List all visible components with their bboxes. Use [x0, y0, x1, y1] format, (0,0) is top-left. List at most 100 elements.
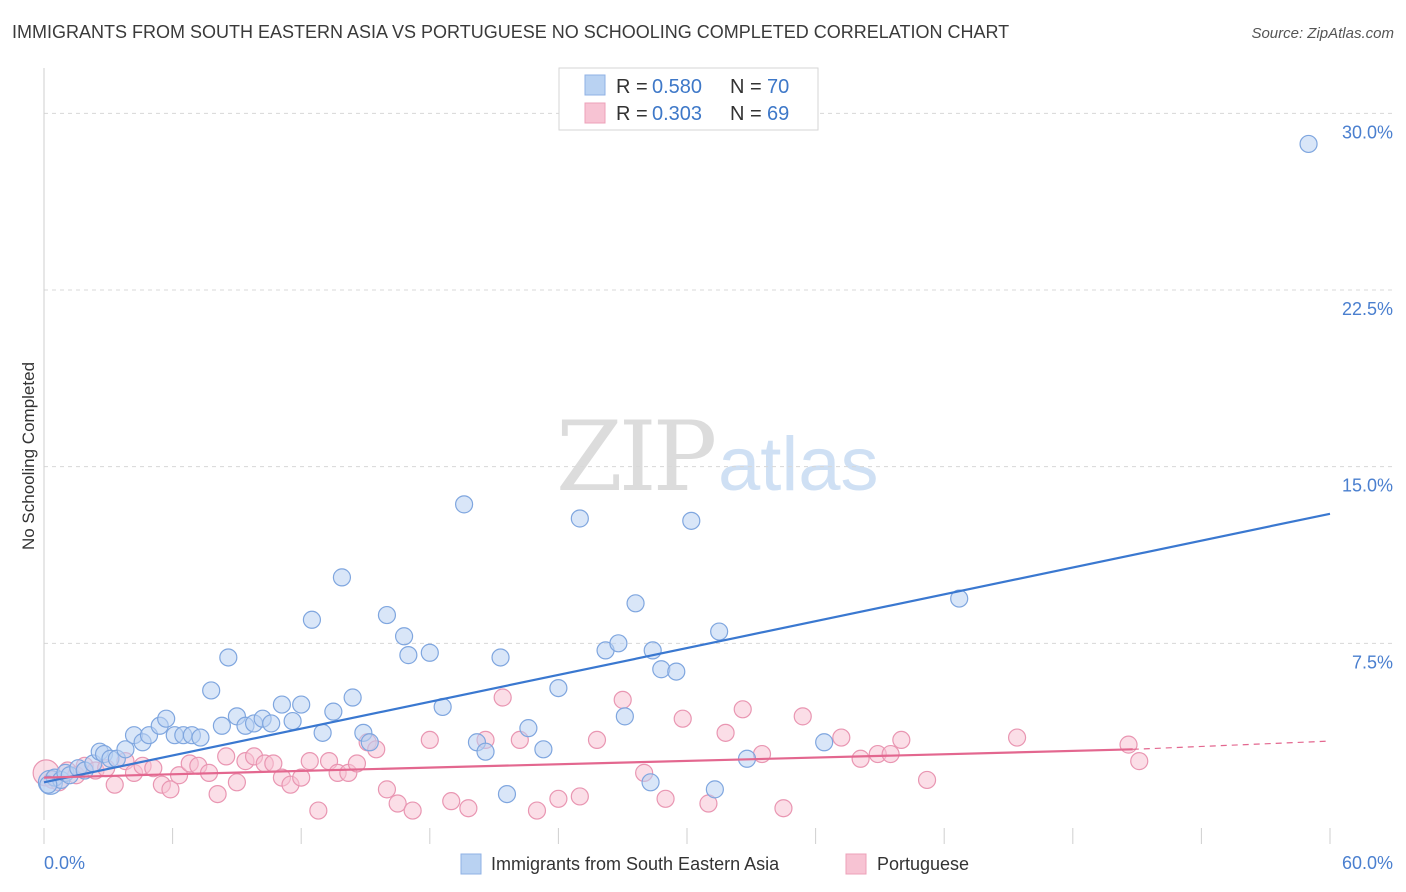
legend-n-value-blue: 70 [767, 76, 789, 98]
immigrants-point [360, 733, 379, 752]
portuguese-point [716, 723, 735, 742]
portuguese-point [673, 709, 692, 728]
immigrants-point [272, 695, 292, 714]
y-tick-labels: 7.5% 15.0% 22.5% 30.0% [1342, 122, 1393, 672]
immigrants-point [332, 568, 352, 587]
legend-n-value-pink: 69 [767, 103, 789, 125]
immigrants-point [202, 681, 221, 700]
immigrants-point [652, 660, 671, 679]
portuguese-point [1130, 752, 1149, 771]
portuguese-point [300, 752, 319, 771]
immigrants-point [609, 634, 628, 653]
immigrants-point [191, 728, 210, 747]
immigrants-point [519, 719, 538, 738]
portuguese-point [733, 700, 752, 719]
immigrants-point [157, 709, 176, 728]
immigrants-point [212, 716, 231, 735]
portuguese-point [347, 754, 367, 773]
immigrants-point [399, 646, 418, 665]
legend-swatch-blue [584, 74, 606, 96]
immigrants-point [302, 610, 322, 629]
immigrants-point [626, 594, 645, 613]
immigrants-point [615, 707, 634, 726]
portuguese-point [613, 690, 632, 709]
immigrants-point [682, 511, 701, 530]
portuguese-point [832, 728, 851, 747]
immigrants-point [476, 742, 495, 761]
watermark-atlas: atlas [718, 422, 879, 507]
legend-r-value-blue: 0.580 [652, 76, 702, 98]
immigrants-point [377, 605, 397, 625]
immigrants-point [570, 509, 589, 528]
series-swatch-blue [460, 853, 482, 875]
trend-lines [43, 512, 1331, 784]
immigrants-point [1299, 134, 1318, 154]
y-tick-label: 30.0% [1342, 122, 1393, 142]
immigrants-point [641, 773, 660, 792]
immigrants-points [37, 134, 1318, 804]
immigrants-point [454, 495, 474, 514]
portuguese-point [217, 747, 236, 766]
y-tick-label: 7.5% [1352, 652, 1393, 672]
immigrants-trend-line [43, 512, 1331, 784]
correlation-legend: R = 0.580 N = 70 R = 0.303 N = 69 [558, 67, 819, 131]
series-legend: Immigrants from South Eastern Asia Portu… [460, 853, 969, 875]
x-tick-label-min: 0.0% [44, 853, 85, 873]
immigrants-point [534, 740, 553, 759]
immigrants-point [491, 648, 510, 667]
immigrants-point [262, 714, 281, 733]
immigrants-point [39, 775, 58, 794]
portuguese-point [549, 789, 568, 808]
portuguese-point [442, 792, 461, 811]
source-label: Source: ZipAtlas.com [1251, 25, 1394, 42]
portuguese-point [420, 730, 439, 750]
portuguese-point [227, 773, 246, 792]
immigrants-point [815, 733, 834, 752]
legend-n-label-pink: N = [730, 103, 762, 125]
y-tick-label: 15.0% [1342, 476, 1393, 496]
series-label-portuguese: Portuguese [877, 854, 969, 874]
immigrants-point [667, 662, 686, 681]
portuguese-point [208, 784, 227, 804]
portuguese-point [403, 801, 422, 820]
portuguese-point [1007, 728, 1027, 747]
portuguese-point [493, 688, 512, 707]
portuguese-point [892, 730, 911, 750]
portuguese-point [881, 744, 900, 764]
portuguese-point [570, 787, 589, 806]
immigrants-point [549, 678, 568, 698]
portuguese-point [377, 780, 397, 799]
portuguese-point [292, 768, 311, 787]
portuguese-point [527, 801, 547, 820]
immigrants-point [950, 589, 969, 608]
portuguese-point [656, 789, 675, 808]
portuguese-point [774, 799, 793, 818]
legend-r-value-pink: 0.303 [652, 103, 702, 125]
x-tick-label-max: 60.0% [1342, 853, 1393, 873]
immigrants-point [324, 702, 343, 721]
portuguese-point [587, 730, 607, 750]
series-swatch-pink [845, 853, 867, 875]
axes [43, 68, 1331, 844]
portuguese-point [388, 794, 407, 813]
series-label-immigrants: Immigrants from South Eastern Asia [491, 854, 780, 874]
portuguese-point [459, 799, 478, 818]
immigrants-point [283, 711, 302, 731]
portuguese-trend-extension [1132, 740, 1331, 750]
immigrants-point [116, 740, 135, 759]
immigrants-point [292, 695, 311, 714]
immigrants-point [313, 723, 332, 742]
immigrants-point [343, 688, 362, 707]
gridlines [44, 112, 1392, 644]
portuguese-point [793, 707, 812, 726]
legend-r-label-pink: R = [616, 103, 648, 125]
chart-title: IMMIGRANTS FROM SOUTH EASTERN ASIA VS PO… [12, 22, 1010, 42]
legend-r-label-blue: R = [616, 76, 648, 98]
portuguese-point [851, 749, 870, 768]
immigrants-point [497, 784, 517, 804]
legend-swatch-pink [584, 102, 606, 124]
immigrants-point [219, 648, 238, 667]
portuguese-point [105, 775, 124, 794]
immigrants-point [710, 622, 729, 641]
